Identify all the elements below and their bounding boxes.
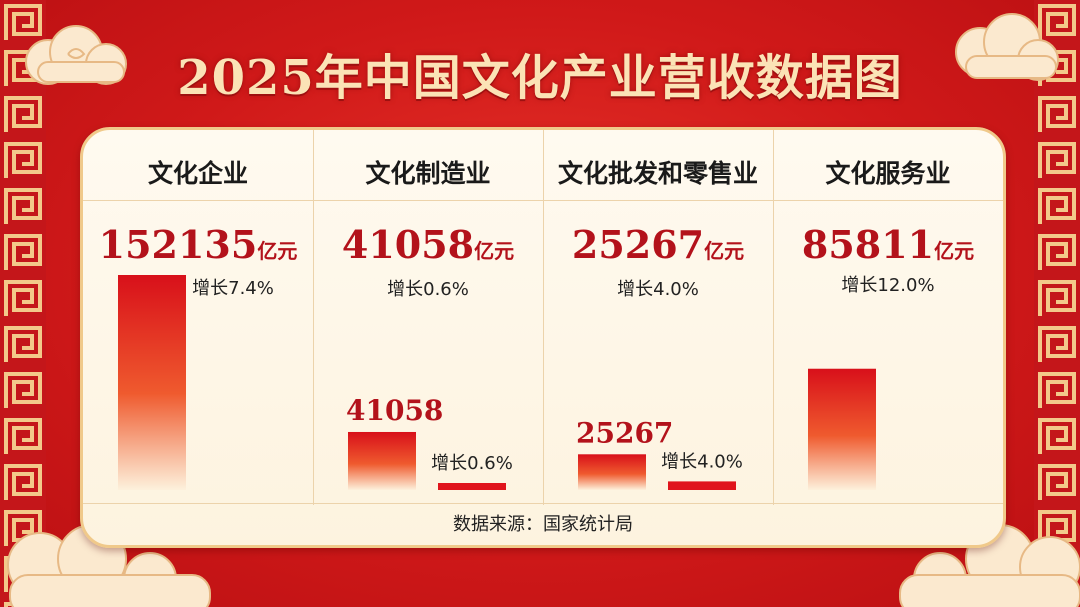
growth-bar-label: 增长4.0%	[661, 451, 743, 472]
bar-2	[348, 431, 416, 490]
bar-1	[118, 275, 186, 490]
growth-label: 增长0.6%	[387, 279, 469, 300]
revenue-value: 25267亿元	[571, 222, 745, 267]
growth-label: 增长7.4%	[192, 278, 274, 299]
category-label-culture-enterprises: 文化企业	[147, 159, 248, 188]
column-divider	[313, 130, 314, 505]
category-label-culture-manufacturing: 文化制造业	[365, 159, 491, 188]
revenue-value: 85811亿元	[801, 222, 975, 267]
chart-panel: 文化企业 文化制造业 文化批发和零售业 文化服务业 152135亿元 41058…	[80, 127, 1006, 548]
bar-3	[578, 454, 646, 490]
data-source-note: 数据来源：国家统计局	[453, 514, 633, 535]
bar-data-label: 25267	[576, 416, 673, 449]
category-label-culture-services: 文化服务业	[825, 159, 951, 188]
growth-bar-label: 增长0.6%	[431, 453, 513, 474]
top-right-cloud-ornament	[955, 13, 1059, 81]
growth-bar-2	[438, 483, 506, 490]
column-divider	[773, 130, 774, 505]
bar-4	[808, 368, 876, 490]
left-fret-border	[0, 0, 46, 607]
growth-bar-3	[668, 481, 736, 490]
chart-title: 2025年中国文化产业营收数据图	[177, 50, 903, 106]
top-left-cloud-ornament	[25, 25, 127, 85]
category-label-culture-wholesale-retail: 文化批发和零售业	[557, 159, 758, 188]
revenue-value: 41058亿元	[341, 222, 515, 267]
growth-label: 增长4.0%	[617, 279, 699, 300]
right-fret-border	[1034, 0, 1080, 607]
bar-data-label: 41058	[346, 394, 443, 427]
column-divider	[543, 130, 544, 505]
bar-chart: 41058 25267 增长0.6% 增长4.0%	[118, 275, 876, 490]
growth-label: 增长12.0%	[841, 275, 935, 296]
revenue-value: 152135亿元	[98, 222, 298, 267]
